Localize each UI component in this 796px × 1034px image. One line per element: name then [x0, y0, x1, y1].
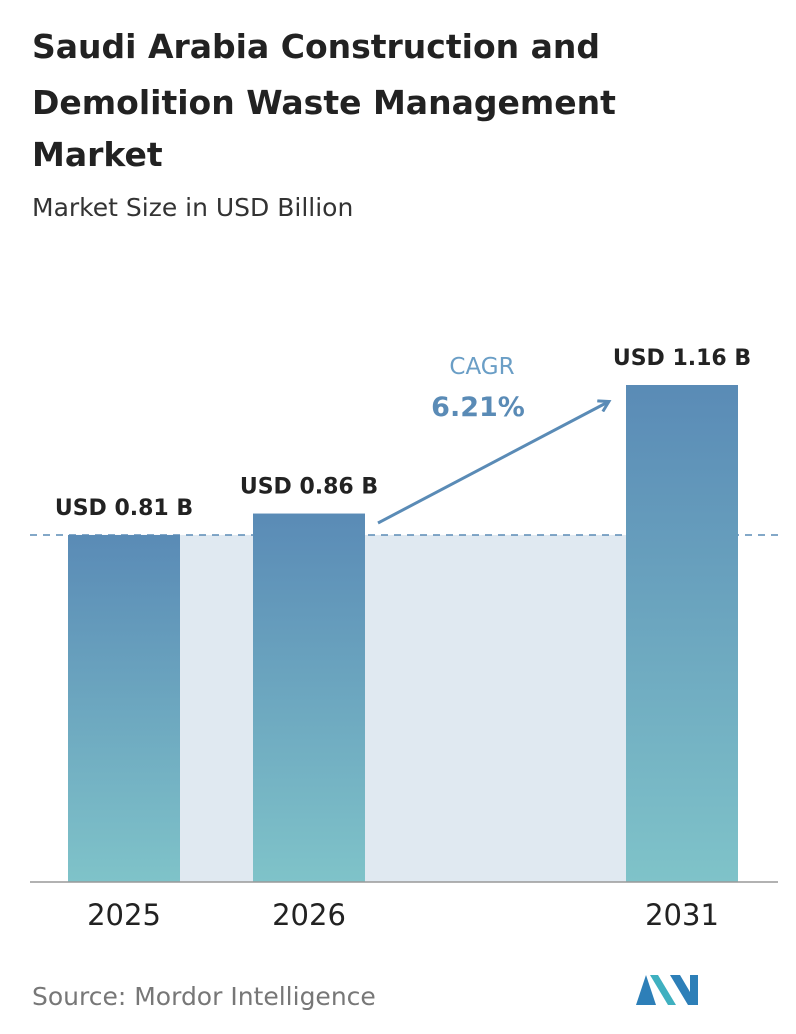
value-label: USD 1.16 B — [613, 346, 751, 371]
chart-title: Saudi Arabia Construction and — [32, 27, 600, 66]
cagr-label: CAGR — [449, 354, 514, 380]
source: Source: Mordor Intelligence — [32, 982, 376, 1011]
x-tick-label: 2026 — [272, 898, 346, 932]
plot-area: USD 0.81 B 2025 USD 0.86 B 2026 USD 1.16 B 20… — [30, 346, 778, 932]
value-label: USD 0.81 B — [55, 496, 193, 521]
bar — [253, 513, 365, 882]
value-label: USD 0.86 B — [240, 475, 378, 500]
bar — [626, 385, 738, 882]
x-tick-label: 2025 — [87, 898, 161, 932]
cagr-value: 6.21% — [431, 392, 525, 423]
logo — [636, 975, 698, 1005]
chart-title: Demolition Waste Management — [32, 83, 616, 122]
chart-subtitle: Market Size in USD Billion — [32, 193, 353, 222]
chart-title: Market — [32, 135, 163, 174]
x-tick-label: 2031 — [645, 898, 719, 932]
reference-band — [124, 534, 682, 882]
cagr-arrow — [377, 402, 608, 525]
bar — [68, 534, 180, 882]
